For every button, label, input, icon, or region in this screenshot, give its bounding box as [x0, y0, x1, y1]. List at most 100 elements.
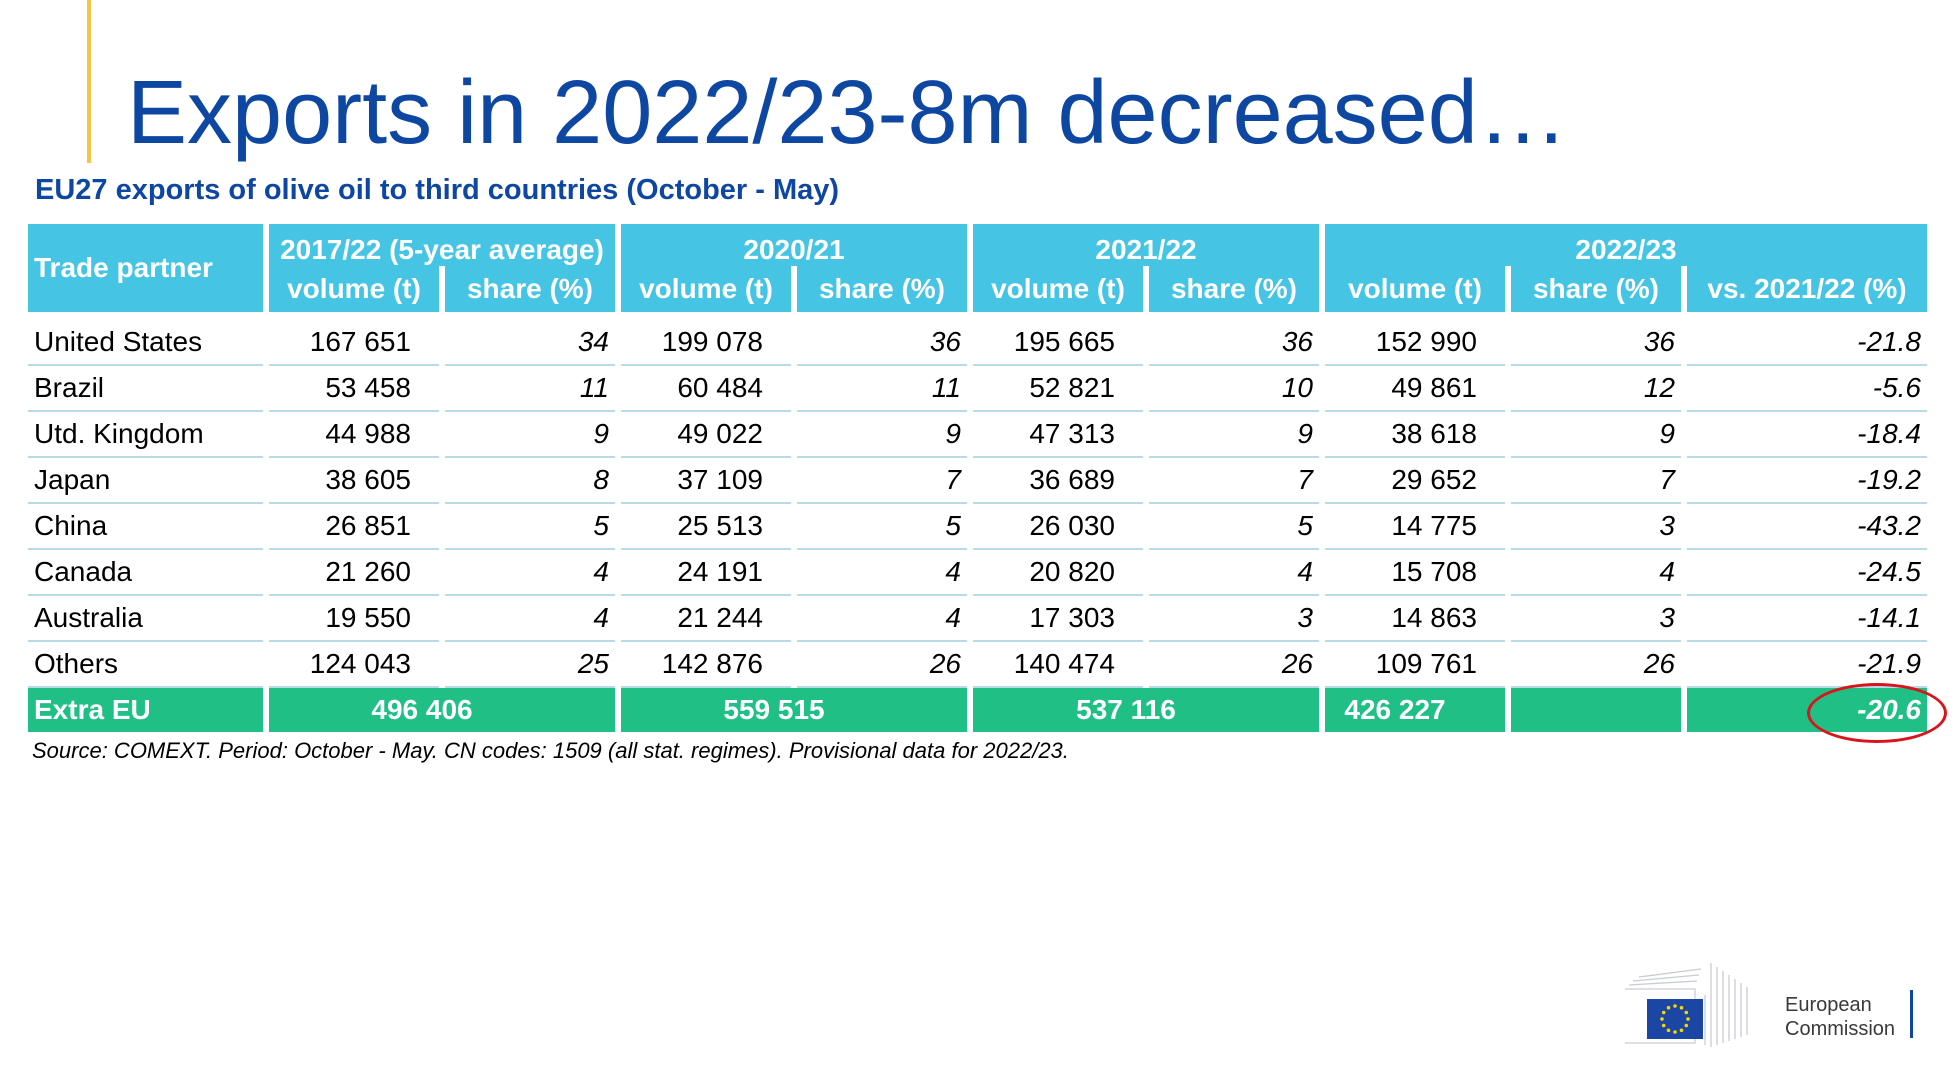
accent-bar: [87, 0, 91, 163]
header-volume: volume (t): [973, 266, 1143, 312]
partner-cell: Brazil: [28, 366, 263, 412]
volume-cell: 49 022: [621, 412, 791, 458]
share-cell: 11: [445, 366, 615, 412]
eu-star-icon: [1684, 1010, 1689, 1015]
share-cell: 9: [1149, 412, 1319, 458]
exports-table: Trade partner 2017/22 (5-year average) 2…: [22, 224, 1933, 732]
volume-cell: 20 820: [973, 550, 1143, 596]
share-cell: 3: [1511, 504, 1681, 550]
volume-cell: 15 708: [1325, 550, 1505, 596]
partner-cell: Canada: [28, 550, 263, 596]
share-cell: 12: [1511, 366, 1681, 412]
share-cell: 7: [1511, 458, 1681, 504]
share-cell: 5: [1149, 504, 1319, 550]
change-cell: -21.8: [1687, 320, 1927, 366]
share-cell: 36: [797, 320, 967, 366]
logo-rule: [1910, 990, 1913, 1038]
eu-star-icon: [1686, 1017, 1690, 1021]
volume-cell: 21 244: [621, 596, 791, 642]
volume-cell: 195 665: [973, 320, 1143, 366]
volume-cell: 19 550: [269, 596, 439, 642]
table-row: Australia 19 550 4 21 244 4 17 303 3 14 863 3 -14…: [28, 596, 1927, 642]
share-cell: 5: [797, 504, 967, 550]
volume-cell: 44 988: [269, 412, 439, 458]
volume-cell: 14 863: [1325, 596, 1505, 642]
share-cell: 26: [1511, 642, 1681, 688]
total-volume-cell: 537 116: [973, 688, 1319, 732]
total-partner-cell: Extra EU: [28, 688, 263, 732]
volume-cell: 25 513: [621, 504, 791, 550]
volume-cell: 109 761: [1325, 642, 1505, 688]
header-share: share (%): [1149, 266, 1319, 312]
volume-cell: 49 861: [1325, 366, 1505, 412]
share-cell: 9: [445, 412, 615, 458]
header-vs-2021-22: vs. 2021/22 (%): [1687, 266, 1927, 312]
share-cell: 26: [797, 642, 967, 688]
header-share: share (%): [1511, 266, 1681, 312]
share-cell: 4: [445, 550, 615, 596]
table-row: Others 124 043 25 142 876 26 140 474 26 109 761…: [28, 642, 1927, 688]
header-volume: volume (t): [269, 266, 439, 312]
partner-cell: Japan: [28, 458, 263, 504]
share-cell: 8: [445, 458, 615, 504]
total-volume-cell: 426 227: [1325, 688, 1505, 732]
change-cell: -21.9: [1687, 642, 1927, 688]
volume-cell: 38 618: [1325, 412, 1505, 458]
eu-star-icon: [1661, 1023, 1666, 1028]
volume-cell: 24 191: [621, 550, 791, 596]
partner-cell: Australia: [28, 596, 263, 642]
header-row-groups: Trade partner 2017/22 (5-year average) 2…: [28, 224, 1927, 312]
share-cell: 7: [1149, 458, 1319, 504]
header-group-5yr-avg: 2017/22 (5-year average): [269, 224, 615, 266]
share-cell: 26: [1149, 642, 1319, 688]
volume-cell: 140 474: [973, 642, 1143, 688]
header-group-2021-22: 2021/22: [973, 224, 1319, 266]
share-cell: 4: [1511, 550, 1681, 596]
share-cell: 9: [1511, 412, 1681, 458]
header-share: share (%): [445, 266, 615, 312]
share-cell: 36: [1149, 320, 1319, 366]
total-volume-cell: 559 515: [621, 688, 967, 732]
share-cell: 34: [445, 320, 615, 366]
logo-line-2: Commission: [1785, 1018, 1896, 1040]
share-cell: 4: [797, 596, 967, 642]
volume-cell: 26 030: [973, 504, 1143, 550]
partner-cell: China: [28, 504, 263, 550]
header-share: share (%): [797, 266, 967, 312]
eu-star-icon: [1673, 1004, 1677, 1008]
share-cell: 4: [797, 550, 967, 596]
share-cell: 25: [445, 642, 615, 688]
eu-star-icon: [1666, 1005, 1671, 1010]
volume-cell: 36 689: [973, 458, 1143, 504]
change-cell: -18.4: [1687, 412, 1927, 458]
eu-star-icon: [1679, 1028, 1684, 1033]
volume-cell: 60 484: [621, 366, 791, 412]
header-volume: volume (t): [621, 266, 791, 312]
highlight-circle: [1807, 683, 1947, 743]
volume-cell: 142 876: [621, 642, 791, 688]
share-cell: 4: [1149, 550, 1319, 596]
partner-cell: Others: [28, 642, 263, 688]
table-subtitle: EU27 exports of olive oil to third count…: [35, 174, 840, 206]
change-cell: -14.1: [1687, 596, 1927, 642]
eu-star-icon: [1666, 1028, 1671, 1033]
total-row: Extra EU 496 406 559 515 537 116 426 227 -20.…: [28, 688, 1927, 732]
volume-cell: 17 303: [973, 596, 1143, 642]
eu-star-icon: [1660, 1017, 1664, 1021]
volume-cell: 47 313: [973, 412, 1143, 458]
table-row: Japan 38 605 8 37 109 7 36 689 7 29 652 7 -19.2: [28, 458, 1927, 504]
volume-cell: 167 651: [269, 320, 439, 366]
table-row: United States 167 651 34 199 078 36 195 665 36…: [28, 320, 1927, 366]
share-cell: 9: [797, 412, 967, 458]
share-cell: 7: [797, 458, 967, 504]
share-cell: 4: [445, 596, 615, 642]
volume-cell: 29 652: [1325, 458, 1505, 504]
volume-cell: 52 821: [973, 366, 1143, 412]
share-cell: 11: [797, 366, 967, 412]
source-note: Source: COMEXT. Period: October - May. C…: [32, 738, 1069, 763]
volume-cell: 152 990: [1325, 320, 1505, 366]
total-share-cell: [1511, 688, 1681, 732]
table-row: Canada 21 260 4 24 191 4 20 820 4 15 708 4 -24.5: [28, 550, 1927, 596]
volume-cell: 14 775: [1325, 504, 1505, 550]
header-group-2022-23: 2022/23: [1325, 224, 1927, 266]
